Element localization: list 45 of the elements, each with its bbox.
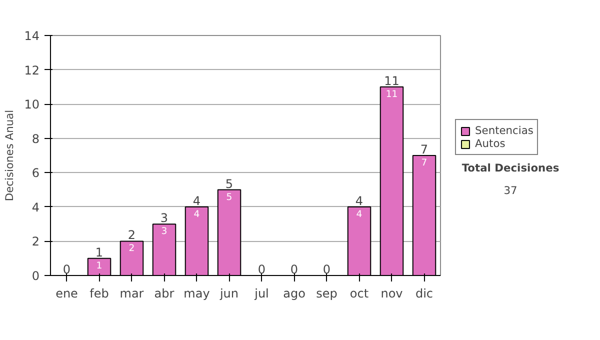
total-label: 0 — [322, 262, 331, 276]
x-tick-label: jul — [254, 286, 269, 300]
x-tick-label: may — [184, 286, 210, 300]
data-label: 4 — [194, 208, 200, 220]
total-label: 2 — [128, 228, 136, 242]
data-label: 3 — [161, 226, 168, 238]
y-tick-label: 0 — [32, 269, 40, 283]
text: Total Decisiones — [462, 162, 560, 175]
y-tick-label: 10 — [24, 98, 40, 112]
x-tick-label: oct — [350, 286, 369, 300]
data-label: 11 — [386, 88, 398, 100]
legend-label: Sentencias — [475, 124, 534, 137]
total-label: 3 — [160, 211, 168, 226]
y-tick-label: 6 — [32, 166, 40, 180]
y-tick-label: 12 — [24, 63, 40, 78]
text: 37 — [504, 184, 518, 197]
y-tick-label: 8 — [32, 132, 40, 146]
total-label: 0 — [258, 262, 266, 276]
data-label: 7 — [421, 158, 428, 168]
x-tick-label: sep — [316, 286, 338, 300]
data-label: 5 — [226, 192, 232, 203]
total-label: 1 — [95, 245, 104, 260]
y-tick-label: 14 — [24, 29, 40, 43]
data-label: 1 — [96, 260, 102, 272]
x-tick-label: dic — [415, 286, 434, 300]
x-tick-label: feb — [90, 286, 109, 300]
y-tick-label: 2 — [32, 234, 40, 249]
x-tick-label: jun — [218, 286, 239, 300]
data-label: 4 — [356, 208, 362, 220]
legend-label: Autos — [475, 137, 506, 150]
x-tick-label: nov — [380, 286, 403, 300]
y-tick-label: 4 — [32, 200, 40, 214]
x-tick-label: ene — [56, 286, 78, 300]
y-axis-title: Decisiones Anual — [3, 110, 16, 202]
total-label: 0 — [62, 262, 71, 276]
total-label: 0 — [290, 262, 298, 276]
total-label: 4 — [355, 194, 364, 208]
data-label: 2 — [128, 243, 135, 254]
total-label: 7 — [420, 142, 428, 156]
total-label: 4 — [192, 194, 201, 208]
total-label: 11 — [384, 74, 400, 88]
x-tick-label: abr — [154, 286, 174, 300]
x-tick-label: mar — [120, 286, 144, 300]
x-tick-label: ago — [283, 286, 306, 300]
total-label: 5 — [225, 176, 234, 191]
